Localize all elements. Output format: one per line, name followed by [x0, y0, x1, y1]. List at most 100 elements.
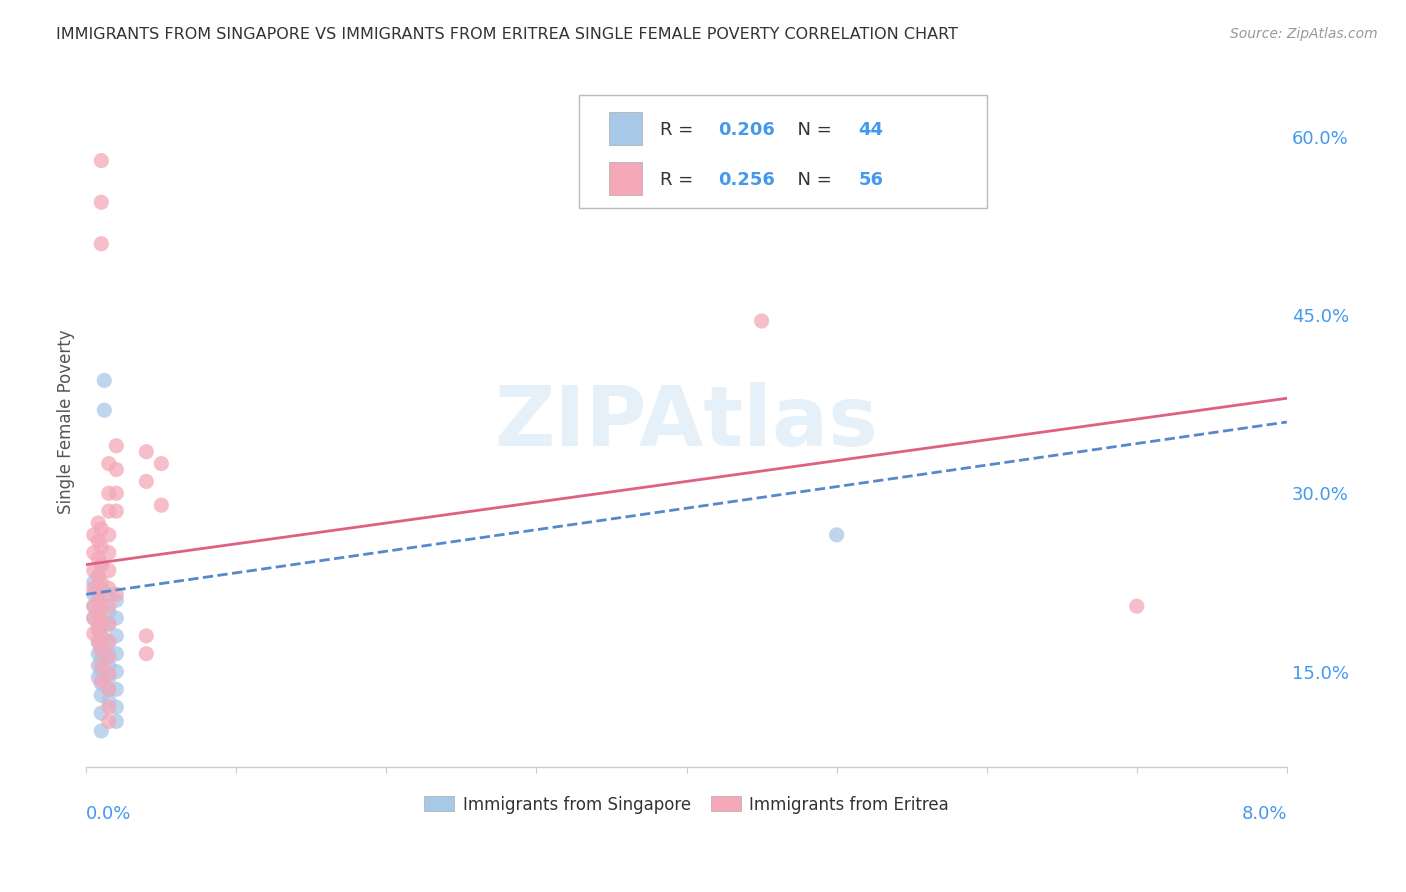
Point: [90, 643, 112, 657]
Point: [97, 605, 120, 619]
FancyBboxPatch shape: [609, 112, 643, 145]
Point: [105, 629, 128, 643]
Point: [90, 676, 112, 690]
Legend: Immigrants from Singapore, Immigrants from Eritrea: Immigrants from Singapore, Immigrants fr…: [418, 789, 956, 821]
Point: [105, 593, 128, 607]
Point: [90, 236, 112, 251]
Point: [87, 605, 110, 619]
Point: [87, 671, 110, 685]
Point: [97, 504, 120, 518]
Text: R =: R =: [661, 120, 699, 138]
Point: [751, 314, 773, 328]
Point: [83, 599, 105, 614]
Point: [87, 635, 110, 649]
Point: [87, 593, 110, 607]
Point: [97, 546, 120, 560]
Point: [83, 611, 105, 625]
Point: [97, 486, 120, 500]
Point: [90, 522, 112, 536]
Point: [1126, 599, 1149, 614]
Point: [97, 671, 120, 685]
Point: [90, 723, 112, 738]
Point: [97, 528, 120, 542]
Point: [90, 653, 112, 667]
Point: [83, 582, 105, 596]
Point: [90, 558, 112, 572]
Point: [90, 611, 112, 625]
Point: [90, 593, 112, 607]
Point: [87, 533, 110, 548]
Text: 44: 44: [858, 120, 883, 138]
Point: [135, 629, 157, 643]
Point: [90, 582, 112, 596]
Point: [90, 575, 112, 590]
Point: [90, 658, 112, 673]
Text: Source: ZipAtlas.com: Source: ZipAtlas.com: [1230, 27, 1378, 41]
Point: [87, 619, 110, 633]
Point: [97, 714, 120, 729]
Point: [105, 682, 128, 697]
Point: [87, 635, 110, 649]
Point: [150, 457, 173, 471]
Point: [105, 504, 128, 518]
Y-axis label: Single Female Poverty: Single Female Poverty: [58, 330, 75, 515]
Point: [83, 611, 105, 625]
Point: [97, 635, 120, 649]
Point: [87, 623, 110, 637]
Point: [83, 575, 105, 590]
Point: [93, 403, 115, 417]
Point: [135, 647, 157, 661]
Point: [83, 587, 105, 601]
Point: [87, 551, 110, 566]
Point: [97, 617, 120, 632]
Point: [90, 629, 112, 643]
Text: 8.0%: 8.0%: [1241, 805, 1286, 823]
Point: [97, 658, 120, 673]
Point: [90, 640, 112, 655]
Point: [105, 714, 128, 729]
Text: 0.206: 0.206: [718, 120, 775, 138]
Text: R =: R =: [661, 170, 699, 188]
Point: [105, 486, 128, 500]
Text: 0.0%: 0.0%: [86, 805, 132, 823]
Point: [97, 700, 120, 714]
Point: [105, 647, 128, 661]
Point: [90, 688, 112, 702]
Point: [97, 617, 120, 632]
Point: [90, 195, 112, 210]
Point: [87, 587, 110, 601]
Point: [90, 617, 112, 632]
Point: [87, 569, 110, 583]
Point: [97, 587, 120, 601]
FancyBboxPatch shape: [609, 161, 643, 194]
Point: [105, 439, 128, 453]
Point: [105, 665, 128, 679]
Point: [105, 611, 128, 625]
Point: [97, 647, 120, 661]
Point: [135, 444, 157, 458]
Point: [90, 665, 112, 679]
Point: [97, 635, 120, 649]
Point: [97, 650, 120, 665]
Point: [90, 599, 112, 614]
Point: [90, 706, 112, 720]
Point: [90, 558, 112, 572]
Point: [97, 682, 120, 697]
Point: [825, 528, 848, 542]
Point: [97, 457, 120, 471]
Point: [105, 700, 128, 714]
Point: [90, 153, 112, 168]
Point: [87, 647, 110, 661]
Point: [97, 564, 120, 578]
Text: N =: N =: [786, 170, 838, 188]
Point: [90, 629, 112, 643]
Point: [135, 475, 157, 489]
Point: [83, 564, 105, 578]
Point: [105, 587, 128, 601]
Point: [97, 682, 120, 697]
Point: [87, 658, 110, 673]
Point: [150, 498, 173, 512]
Point: [90, 673, 112, 688]
Point: [105, 462, 128, 476]
Text: IMMIGRANTS FROM SINGAPORE VS IMMIGRANTS FROM ERITREA SINGLE FEMALE POVERTY CORRE: IMMIGRANTS FROM SINGAPORE VS IMMIGRANTS …: [56, 27, 959, 42]
